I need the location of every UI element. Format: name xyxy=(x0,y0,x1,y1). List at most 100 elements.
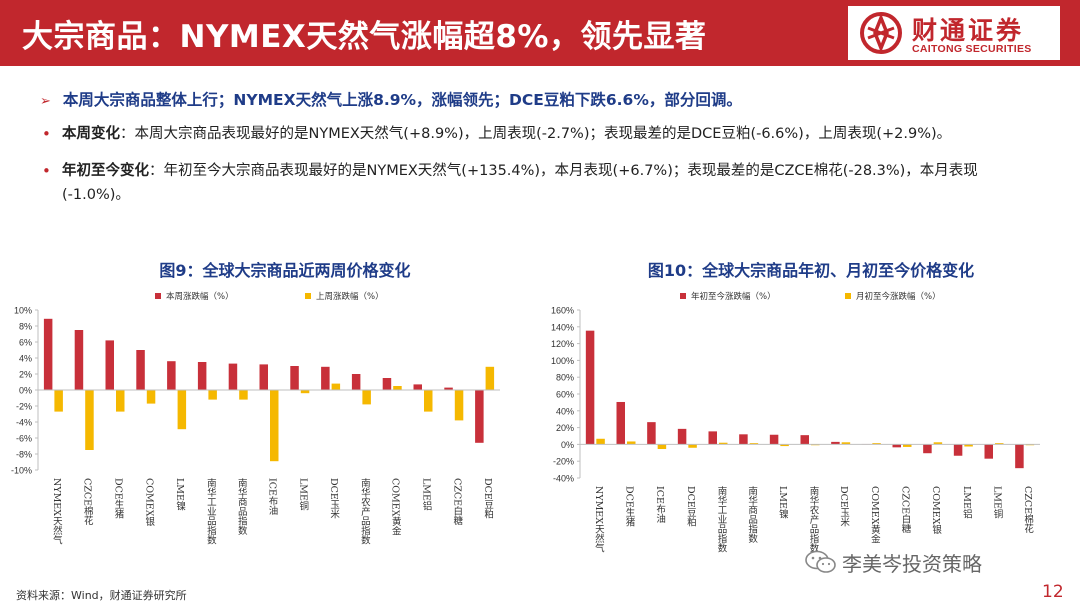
bar-series1 xyxy=(444,387,453,390)
ytd-change-bar-chart: 160% 140% 120% 100% 80% 60% 40% 20% 0% -20% -40% 年初… xyxy=(551,291,1040,553)
bar-series1 xyxy=(585,330,595,445)
bar-series2 xyxy=(208,390,217,400)
y-tick-label: -4% xyxy=(16,418,32,428)
legend-swatch xyxy=(155,293,161,299)
legend-swatch xyxy=(680,293,686,299)
bar-series1 xyxy=(197,362,207,390)
bar-series1 xyxy=(616,401,625,445)
bar-series2 xyxy=(239,390,248,400)
x-category-label: NYMEX天然气 xyxy=(593,486,605,553)
bar-series1 xyxy=(923,444,932,454)
bar-series2 xyxy=(485,366,495,390)
bar-series1 xyxy=(259,364,268,390)
arrow-bullet-icon: ➢ xyxy=(40,94,51,109)
bar-series1 xyxy=(677,428,687,445)
bar-series1 xyxy=(800,435,809,445)
y-tick-label: 120% xyxy=(551,339,574,349)
y-tick-label: 140% xyxy=(551,322,574,332)
page-number: 12 xyxy=(1042,582,1064,602)
x-category-label: DCE玉米 xyxy=(328,478,340,520)
x-category-label: LME镍 xyxy=(777,486,789,519)
x-category-label: LME铜 xyxy=(297,478,309,511)
bar-series2 xyxy=(331,383,341,390)
y-tick-label: 6% xyxy=(19,338,32,348)
y-tick-label: -8% xyxy=(16,450,32,460)
bar-series1 xyxy=(953,444,963,456)
bar-series1 xyxy=(136,350,145,390)
x-category-label: 南华工业品指数 xyxy=(716,485,728,553)
bar-series1 xyxy=(351,374,361,390)
legend-swatch xyxy=(845,293,851,299)
bar-series1 xyxy=(105,340,114,390)
bar-series1 xyxy=(290,366,299,390)
title-bar: 大宗商品：NYMEX天然气涨幅超8%，领先显著 财通证券 CAITONG SEC… xyxy=(0,0,1080,66)
bar-series1 xyxy=(382,378,392,390)
x-category-label: DCE玉米 xyxy=(838,486,850,528)
wechat-icon xyxy=(805,550,836,573)
bar-series1 xyxy=(769,434,779,445)
bar-series2 xyxy=(780,444,789,447)
x-category-label: CZCE白糖 xyxy=(451,478,463,526)
bullet-ytd-change: • 年初至今变化：年初至今大宗商品表现最好的是NYMEX天然气(+135.4%)… xyxy=(42,159,1022,207)
bar-series2 xyxy=(146,390,156,404)
x-category-label: ICE布油 xyxy=(267,478,279,516)
bar-series2 xyxy=(719,442,728,445)
summary-headline: ➢ 本周大宗商品整体上行；NYMEX天然气上涨8.9%，涨幅领先；DCE豆粕下跌6… xyxy=(40,88,742,110)
x-category-label: DCE生猪 xyxy=(624,486,636,528)
bar-series2 xyxy=(841,442,851,445)
bar-series2 xyxy=(454,390,464,421)
bar-series1 xyxy=(739,434,748,445)
legend-label: 本周涨跌幅（%） xyxy=(166,291,234,302)
y-tick-label: -6% xyxy=(16,434,32,444)
bar-series2 xyxy=(54,390,63,412)
x-category-label: CZCE棉花 xyxy=(1022,486,1034,534)
y-tick-label: 10% xyxy=(14,306,32,316)
y-tick-label: 8% xyxy=(19,322,32,332)
x-category-label: LME铝 xyxy=(421,478,433,511)
legend-label: 年初至今涨跌幅（%） xyxy=(691,291,776,302)
y-tick-label: 40% xyxy=(556,406,574,416)
bar-series2 xyxy=(177,390,187,430)
x-category-label: DCE生猪 xyxy=(113,478,125,520)
bar-series1 xyxy=(708,431,717,445)
x-category-label: CZCE棉花 xyxy=(82,478,94,526)
y-tick-label: 80% xyxy=(556,373,574,383)
bullet-key: 年初至今变化 xyxy=(62,163,149,179)
bar-series1 xyxy=(43,318,53,390)
bar-series2 xyxy=(964,444,973,447)
bar-series2 xyxy=(362,390,371,405)
bar-series1 xyxy=(984,444,993,459)
bullet-text: ：本周大宗商品表现最好的是NYMEX天然气(+8.9%)，上周表现(-2.7%)… xyxy=(120,126,952,142)
y-tick-label: -20% xyxy=(553,457,574,467)
x-category-label: LME铝 xyxy=(961,486,973,519)
bar-series2 xyxy=(85,390,94,450)
chart-title-ytd: 图10：全球大宗商品年初、月初至今价格变化 xyxy=(647,261,975,280)
weekly-change-bar-chart: 10% 8% 6% 4% 2% 0% -2% -4% -6% -8% -10% 本周涨跌幅（%） 上周涨… xyxy=(11,291,500,545)
bar-series2 xyxy=(688,444,697,448)
watermark-text: 李美岑投资策略 xyxy=(842,552,982,576)
y-tick-label: 0% xyxy=(561,440,574,450)
x-category-label: NYMEX天然气 xyxy=(51,478,63,545)
x-category-label: COMEX黄金 xyxy=(390,478,402,535)
y-tick-label: 60% xyxy=(556,390,574,400)
y-tick-label: 20% xyxy=(556,423,574,433)
x-category-label: ICE布油 xyxy=(654,486,666,524)
legend-swatch xyxy=(305,293,311,299)
bar-series2 xyxy=(300,390,310,394)
chart-title-weekly: 图9：全球大宗商品近两周价格变化 xyxy=(159,261,411,280)
y-tick-label: -10% xyxy=(11,466,32,476)
logo-chinese-name: 财通证券 xyxy=(912,16,1025,45)
bullet-key: 本周变化 xyxy=(62,126,120,142)
bar-series1 xyxy=(74,330,84,390)
bar-series1 xyxy=(475,390,484,443)
bullet-text: ：年初至今大宗商品表现最好的是NYMEX天然气(+135.4%)，本月表现(+6… xyxy=(62,163,978,203)
bar-series1 xyxy=(892,444,901,448)
bar-series1 xyxy=(413,384,422,390)
y-tick-label: -40% xyxy=(553,474,574,484)
headline-text: 本周大宗商品整体上行；NYMEX天然气上涨8.9%，涨幅领先；DCE豆粕下跌6.… xyxy=(62,91,742,109)
y-tick-label: 4% xyxy=(19,354,32,364)
x-category-label: 南华工业品指数 xyxy=(205,477,217,545)
company-logo: 财通证券 CAITONG SECURITIES xyxy=(848,6,1060,60)
bar-series1 xyxy=(1015,444,1024,469)
bar-series2 xyxy=(424,390,433,412)
